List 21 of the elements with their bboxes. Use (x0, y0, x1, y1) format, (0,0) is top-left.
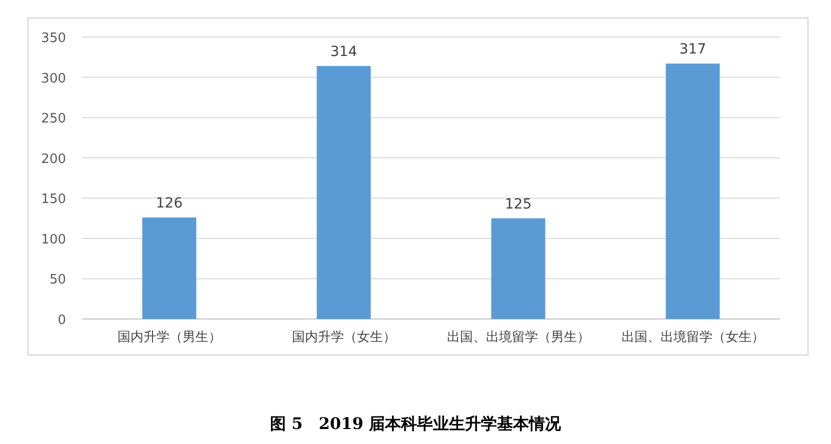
y-tick-label: 350 (41, 31, 66, 46)
bar (142, 217, 196, 319)
bar (666, 64, 720, 319)
bar (491, 218, 546, 319)
text: 图 5 2019 届本科毕业生升学基本情况 (270, 414, 562, 433)
y-tick-label: 200 (41, 152, 66, 167)
y-tick-label: 250 (41, 112, 66, 127)
y-tick-label: 50 (49, 272, 66, 288)
x-tick-label: 出国、出境留学（男生） (446, 329, 590, 345)
y-tick-label: 300 (41, 71, 66, 86)
y-tick-label: 0 (58, 313, 66, 328)
data-label: 314 (330, 44, 358, 60)
y-tick-label: 150 (41, 192, 66, 208)
x-tick-label: 出国、出境留学（女生） (621, 329, 764, 345)
x-tick-label: 国内升学（女生） (292, 330, 396, 345)
data-label: 125 (504, 196, 532, 212)
y-tick-label: 100 (41, 232, 66, 248)
data-label: 317 (679, 42, 706, 58)
x-tick-label: 国内升学（男生） (117, 330, 222, 345)
data-label: 126 (156, 195, 183, 212)
bar (316, 66, 371, 319)
